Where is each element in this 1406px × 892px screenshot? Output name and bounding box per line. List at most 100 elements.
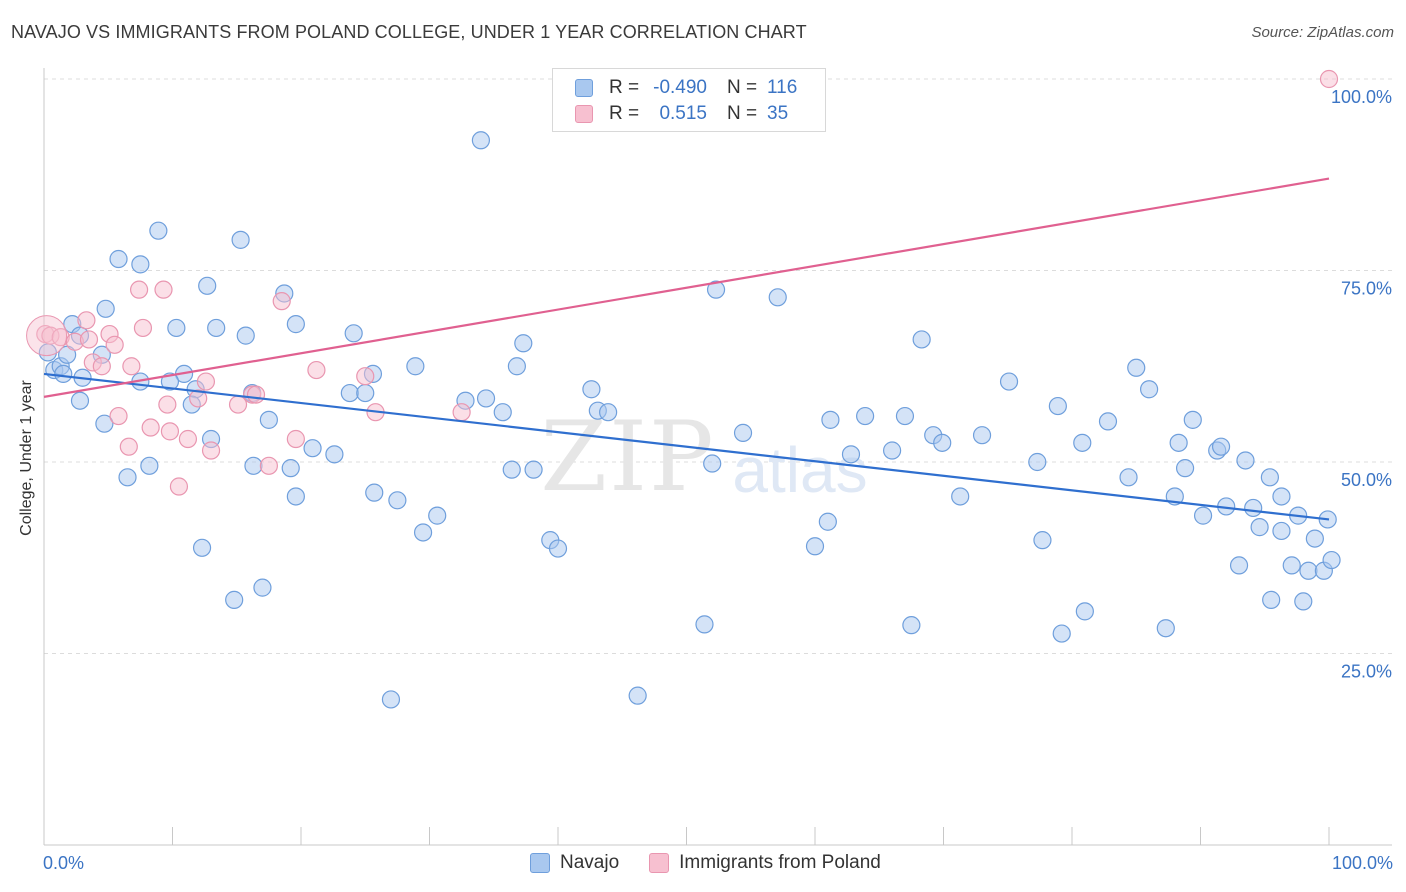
navajo-point	[1169, 433, 1188, 452]
navajo-point	[236, 326, 255, 345]
legend-label-navajo: Navajo	[560, 852, 620, 873]
navajo-point	[192, 538, 212, 557]
poland-point	[154, 280, 173, 299]
navajo-point	[198, 276, 217, 295]
navajo-point	[1244, 498, 1263, 518]
navajo-point	[1028, 452, 1047, 472]
navajo-point	[999, 372, 1019, 391]
navajo-point	[695, 615, 714, 634]
chart-title: NAVAJO VS IMMIGRANTS FROM POLAND COLLEGE…	[11, 22, 807, 42]
navajo-point	[388, 491, 407, 510]
navajo-point	[1211, 437, 1231, 456]
r-label: R =	[609, 103, 640, 124]
y-tick-label: 50.0%	[1341, 470, 1392, 490]
navajo-point	[149, 221, 168, 240]
poland-point	[286, 429, 305, 449]
r-label: R =	[609, 77, 640, 98]
x-tick-label: 0.0%	[43, 853, 84, 873]
source-label: Source: ZipAtlas.com	[1251, 24, 1394, 41]
navajo-point	[548, 539, 568, 558]
poland-point	[201, 441, 221, 460]
axes	[43, 68, 1392, 846]
poland-point	[122, 357, 141, 376]
poland-point	[307, 360, 326, 380]
navajo-point	[972, 426, 992, 445]
navajo-point	[1260, 468, 1279, 487]
navajo-point	[1299, 561, 1318, 580]
navajo-point	[818, 512, 837, 531]
poland-point	[160, 422, 180, 441]
legend-item-navajo[interactable]: Navajo	[530, 852, 619, 874]
navajo-point	[768, 288, 787, 307]
poland-point	[246, 385, 266, 404]
navajo-point	[259, 410, 278, 429]
poland-point	[1319, 69, 1339, 89]
navajo-point	[471, 131, 490, 150]
poland-swatch	[575, 105, 593, 123]
poland-point	[356, 367, 375, 386]
navajo-point	[1250, 518, 1269, 537]
navajo-point	[841, 445, 861, 464]
poland-point	[141, 418, 160, 437]
poland-point	[158, 395, 177, 414]
grid	[44, 78, 1392, 654]
poland-point	[259, 456, 278, 475]
navajo-point	[286, 487, 305, 506]
poland-trend-line	[43, 177, 1330, 398]
navajo-point	[733, 423, 753, 442]
navajo-point	[805, 537, 825, 556]
navajo-point	[821, 410, 840, 429]
poland-point	[169, 477, 189, 496]
poland-point	[129, 280, 149, 299]
navajo-point	[344, 324, 363, 343]
poland-point	[272, 292, 291, 311]
poland-point	[189, 389, 208, 408]
navajo-point	[514, 334, 533, 353]
navajo-point	[118, 468, 137, 487]
navajo-point	[1127, 358, 1146, 377]
navajo-point	[933, 433, 952, 452]
poland-point	[77, 311, 96, 330]
navajo-point	[507, 357, 526, 376]
navajo-point	[325, 445, 344, 464]
navajo-point	[1322, 550, 1341, 570]
r-value: 0.515	[659, 103, 707, 124]
navajo-swatch	[575, 79, 593, 97]
navajo-swatch	[530, 853, 550, 873]
navajo-point	[951, 487, 970, 506]
navajo-point	[167, 318, 186, 338]
legend-row-poland: R = 0.515 N = 35	[575, 102, 788, 126]
legend-item-poland[interactable]: Immigrants from Poland	[649, 852, 881, 874]
watermark-atlas: atlas	[732, 434, 867, 506]
navajo-point	[1229, 556, 1249, 575]
navajo-point	[1033, 531, 1052, 550]
poland-point	[109, 406, 128, 426]
poland-point	[228, 395, 248, 414]
navajo-point	[706, 280, 726, 299]
navajo-point	[281, 459, 300, 478]
navajo-point	[95, 414, 114, 433]
poland-swatch	[649, 853, 670, 873]
navajo-point	[1236, 451, 1255, 470]
n-value: 35	[767, 103, 789, 124]
navajo-point	[96, 299, 115, 318]
navajo-point	[599, 403, 618, 422]
navajo-point	[1305, 529, 1324, 548]
navajo-point	[1175, 459, 1195, 478]
navajo-point	[1052, 624, 1071, 643]
navajo-point	[476, 389, 496, 408]
navajo-point	[1272, 487, 1291, 506]
y-tick-label: 25.0%	[1341, 662, 1392, 682]
navajo-point	[1098, 412, 1118, 431]
navajo-point	[140, 456, 159, 475]
navajo-point	[882, 441, 902, 460]
r-value: -0.490	[653, 77, 707, 98]
navajo-point	[856, 406, 875, 426]
navajo-point	[1073, 433, 1092, 452]
poland-point	[452, 403, 471, 422]
poland-point	[133, 318, 153, 338]
navajo-point	[1294, 592, 1313, 611]
navajo-trend-line	[43, 372, 1330, 521]
poland-point	[196, 372, 216, 391]
watermark: ZIP atlas	[540, 401, 867, 513]
